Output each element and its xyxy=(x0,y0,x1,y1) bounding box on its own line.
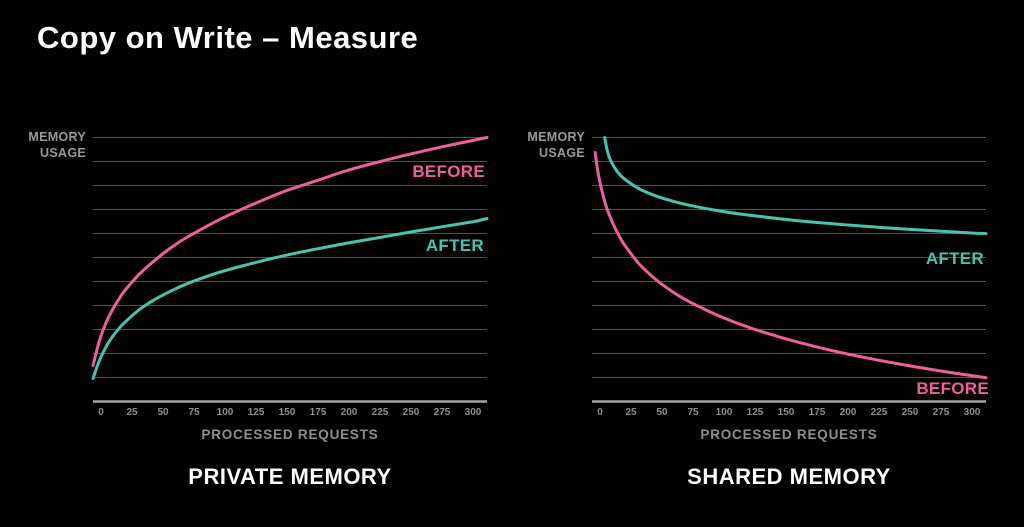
x-tick-label: 275 xyxy=(433,407,451,418)
x-tick-label: 0 xyxy=(597,407,603,418)
x-tick-label: 225 xyxy=(371,407,389,418)
before-curve xyxy=(593,151,988,380)
x-tick-label: 25 xyxy=(625,407,637,418)
chart-title: PRIVATE MEMORY xyxy=(188,464,392,489)
private-memory-chart: MEMORY USAGE BEFORE AFTER 0 25 50 75 100 125 1… xyxy=(28,130,489,497)
x-tick-label: 300 xyxy=(963,407,981,418)
x-tick-label: 225 xyxy=(870,407,888,418)
after-series-label: AFTER xyxy=(425,236,484,255)
y-axis-label: MEMORY USAGE xyxy=(527,130,585,160)
x-tick-label: 250 xyxy=(402,407,420,418)
y-axis-label: MEMORY USAGE xyxy=(28,130,86,160)
x-tick-label: 250 xyxy=(901,407,919,418)
after-series-label: AFTER xyxy=(925,249,984,268)
page-title: Copy on Write – Measure xyxy=(37,20,419,55)
x-tick-label: 125 xyxy=(247,407,265,418)
x-tick-label: 300 xyxy=(464,407,482,418)
x-tick-label: 50 xyxy=(157,407,169,418)
x-tick-label: 175 xyxy=(309,407,327,418)
x-tick-label: 0 xyxy=(98,407,104,418)
x-tick-label: 25 xyxy=(126,407,138,418)
before-series-label: BEFORE xyxy=(916,379,989,398)
x-tick-label: 275 xyxy=(932,407,950,418)
x-tick-label: 175 xyxy=(808,407,826,418)
x-tick-label: 75 xyxy=(687,407,699,418)
x-tick-label: 150 xyxy=(777,407,795,418)
chart-title: SHARED MEMORY xyxy=(687,464,891,489)
plot-area xyxy=(91,136,489,403)
x-axis-title: PROCESSED REQUESTS xyxy=(201,427,379,442)
before-series-label: BEFORE xyxy=(412,162,485,181)
x-axis-title: PROCESSED REQUESTS xyxy=(700,427,878,442)
x-tick-label: 150 xyxy=(278,407,296,418)
x-tick-label: 200 xyxy=(340,407,358,418)
x-axis-ticks: 0 25 50 75 100 125 150 175 200 225 250 275 300 xyxy=(93,405,487,419)
x-tick-label: 100 xyxy=(715,407,733,418)
plot-area xyxy=(592,136,988,403)
x-tick-label: 75 xyxy=(188,407,200,418)
x-tick-label: 100 xyxy=(216,407,234,418)
x-tick-label: 125 xyxy=(746,407,764,418)
before-curve xyxy=(91,136,489,368)
x-axis-ticks: 0 25 50 75 100 125 150 175 200 225 250 275 300 xyxy=(592,405,986,419)
x-tick-label: 50 xyxy=(656,407,668,418)
after-curve xyxy=(91,217,489,380)
after-curve xyxy=(603,136,988,236)
x-tick-label: 200 xyxy=(839,407,857,418)
shared-memory-chart: MEMORY USAGE AFTER BEFORE 0 25 50 75 100 125 1… xyxy=(527,130,989,497)
